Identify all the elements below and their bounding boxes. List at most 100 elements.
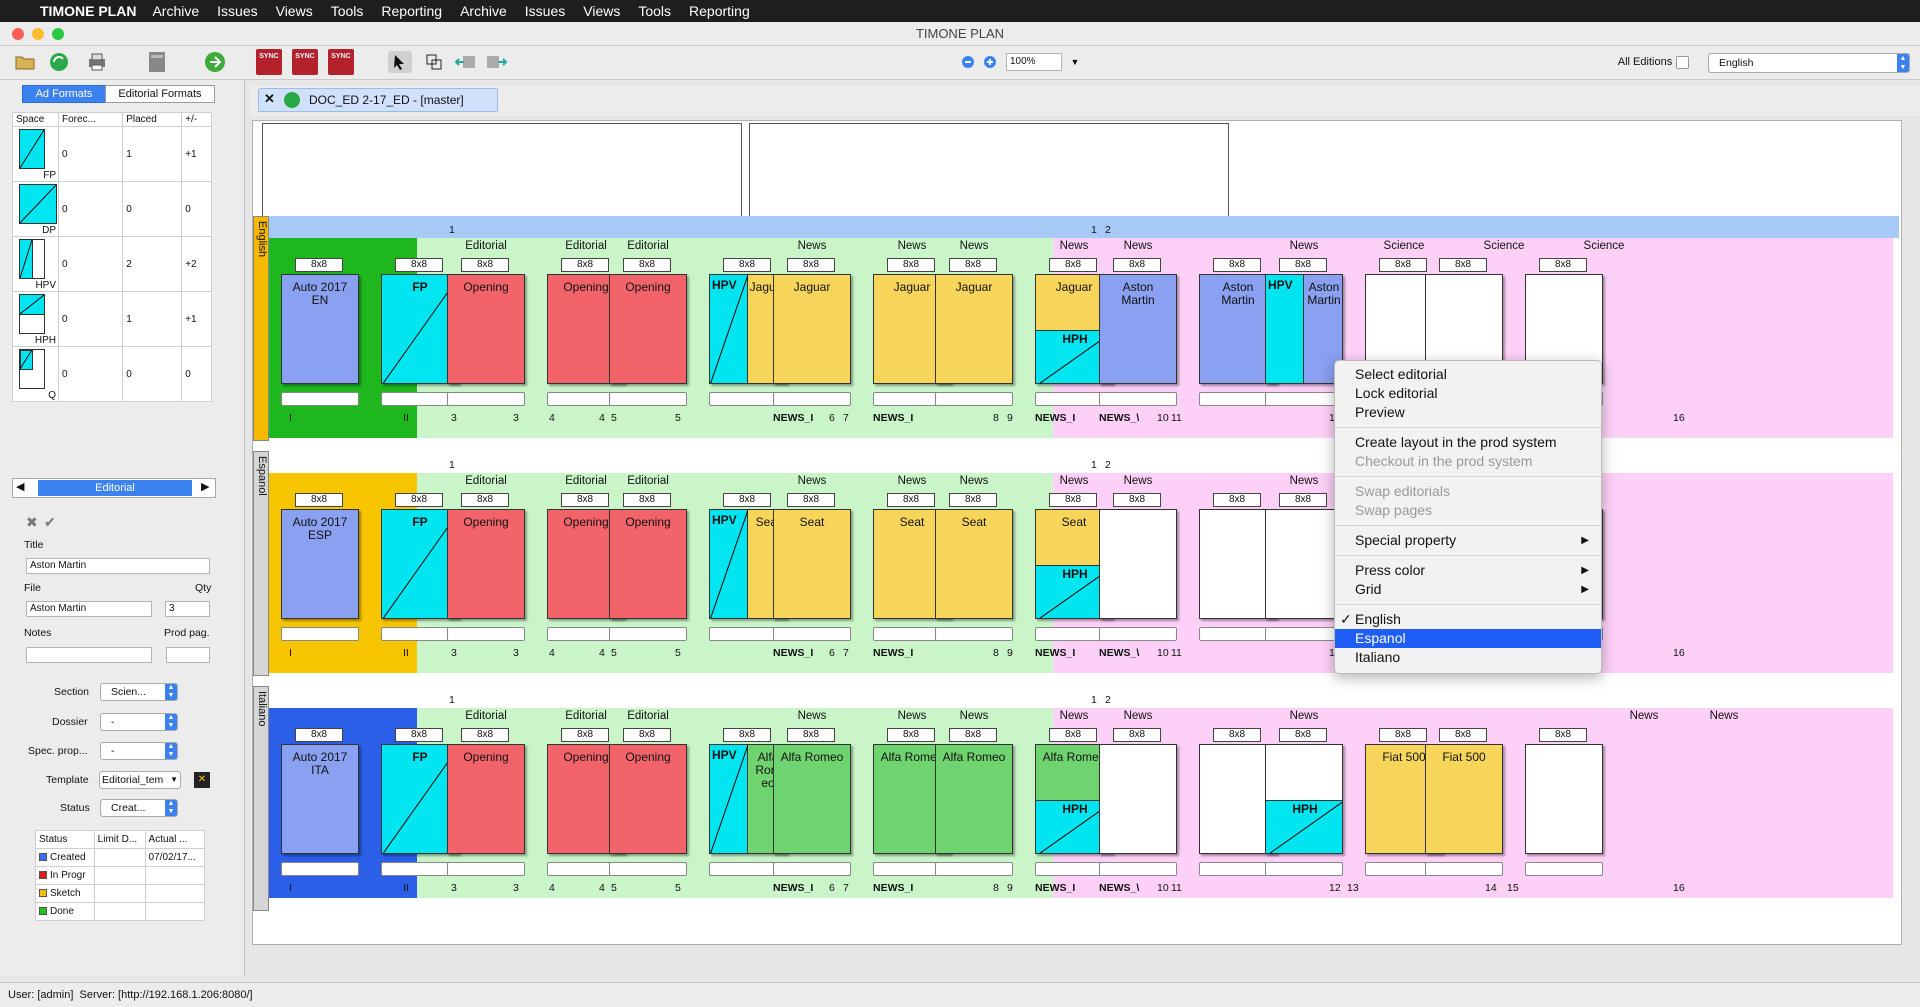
- col-forecast[interactable]: Forec...: [57, 112, 124, 127]
- zoom-window-button[interactable]: [52, 28, 64, 40]
- col-status[interactable]: Status: [35, 830, 95, 849]
- qty-field[interactable]: 3: [165, 601, 210, 617]
- move-right-icon[interactable]: [484, 51, 508, 73]
- sync-button-3[interactable]: SYNC: [328, 49, 354, 75]
- page-thumbnail[interactable]: Alfa Romeo: [935, 744, 1013, 854]
- sync-button-2[interactable]: SYNC: [292, 49, 318, 75]
- app-menu[interactable]: TIMONE PLAN: [40, 3, 137, 19]
- page-status-bar[interactable]: [1099, 392, 1177, 406]
- template-select[interactable]: Editorial_tem ▼: [99, 771, 181, 789]
- file-field[interactable]: Aston Martin: [26, 601, 152, 617]
- page-status-bar[interactable]: [1265, 392, 1343, 406]
- table-row[interactable]: In Progr: [35, 866, 206, 885]
- page-status-bar[interactable]: [609, 627, 687, 641]
- page-status-bar[interactable]: [1265, 627, 1343, 641]
- page-thumbnail[interactable]: Opening: [609, 744, 687, 854]
- page-status-bar[interactable]: [609, 392, 687, 406]
- menu-issues[interactable]: Issues: [217, 3, 258, 19]
- page-thumbnail[interactable]: [1099, 744, 1177, 854]
- refresh-icon[interactable]: [48, 51, 70, 73]
- page-status-bar[interactable]: [773, 862, 851, 876]
- table-row[interactable]: FP 0 1 +1: [12, 126, 212, 182]
- menu-lang-italiano[interactable]: Italiano: [1355, 649, 1401, 665]
- page-thumbnail[interactable]: [1099, 509, 1177, 619]
- page-status-bar[interactable]: [1099, 862, 1177, 876]
- menu-preview[interactable]: Preview: [1355, 404, 1405, 420]
- table-row[interactable]: Sketch: [35, 884, 206, 903]
- menu-issues-2[interactable]: Issues: [524, 3, 566, 19]
- copy-tool-icon[interactable]: [422, 51, 446, 73]
- prod-pag-field[interactable]: [166, 647, 210, 663]
- page-thumbnail[interactable]: FP: [381, 744, 459, 854]
- page-status-bar[interactable]: [281, 627, 359, 641]
- table-row[interactable]: HPV 0 2 +2: [12, 236, 212, 292]
- page-thumbnail[interactable]: Auto 2017 ITA: [281, 744, 359, 854]
- menu-views[interactable]: Views: [275, 3, 313, 19]
- page-thumbnail[interactable]: Opening: [609, 509, 687, 619]
- print-icon[interactable]: [86, 51, 108, 73]
- menu-tools-2[interactable]: Tools: [638, 3, 672, 19]
- menu-create-layout[interactable]: Create layout in the prod system: [1355, 434, 1557, 450]
- page-thumbnail[interactable]: Jaguar: [773, 274, 851, 384]
- page-thumbnail[interactable]: FP: [381, 509, 459, 619]
- minimize-window-button[interactable]: [32, 28, 44, 40]
- page-status-bar[interactable]: [447, 627, 525, 641]
- menu-lang-espanol[interactable]: Espanol: [1335, 629, 1601, 648]
- page-thumbnail[interactable]: Fiat 500: [1425, 744, 1503, 854]
- language-tab[interactable]: Italiano: [253, 686, 269, 911]
- page-thumbnail[interactable]: Aston Martin: [1099, 274, 1177, 384]
- template-butterfly-icon[interactable]: ✕: [194, 772, 210, 788]
- tab-ad-formats[interactable]: Ad Formats: [22, 85, 106, 103]
- pointer-tool-icon[interactable]: [388, 51, 412, 73]
- language-select[interactable]: English ▲ ▼: [1708, 53, 1910, 73]
- close-tab-icon[interactable]: ✕: [264, 91, 275, 106]
- table-row[interactable]: HPH 0 1 +1: [12, 291, 212, 347]
- page-status-bar[interactable]: [281, 862, 359, 876]
- zoom-out-icon[interactable]: [960, 51, 976, 73]
- sync-button-1[interactable]: SYNC: [256, 49, 282, 75]
- nav-next-icon[interactable]: ▶: [201, 481, 210, 493]
- language-tab[interactable]: Espanol: [253, 451, 269, 676]
- page-thumbnail[interactable]: Aston Martin: [1199, 274, 1277, 384]
- menu-grid[interactable]: Grid ▶: [1355, 581, 1589, 597]
- discard-icon[interactable]: ✖: [26, 514, 38, 530]
- server-icon[interactable]: [144, 51, 170, 73]
- zoom-field[interactable]: 100%: [1006, 53, 1062, 71]
- nav-prev-icon[interactable]: ◀: [16, 481, 25, 493]
- notes-field[interactable]: [26, 647, 152, 663]
- page-thumbnail[interactable]: Seat: [935, 509, 1013, 619]
- status-select[interactable]: Creat... ▲ ▼: [100, 799, 178, 817]
- move-left-icon[interactable]: [454, 51, 478, 73]
- dossier-select[interactable]: - ▲ ▼: [100, 713, 178, 731]
- all-editions-checkbox[interactable]: [1676, 56, 1689, 69]
- page-status-bar[interactable]: [281, 392, 359, 406]
- page-thumbnail[interactable]: FP: [381, 274, 459, 384]
- page-thumbnail[interactable]: Seat: [773, 509, 851, 619]
- page-status-bar[interactable]: [1099, 627, 1177, 641]
- page-thumbnail[interactable]: Opening: [609, 274, 687, 384]
- col-actual[interactable]: Actual ...: [144, 830, 206, 849]
- menu-archive-2[interactable]: Archive: [460, 3, 507, 19]
- page-status-bar[interactable]: [1425, 862, 1503, 876]
- page-thumbnail[interactable]: [1525, 744, 1603, 854]
- page-status-bar[interactable]: [447, 392, 525, 406]
- page-thumbnail[interactable]: Jaguar: [935, 274, 1013, 384]
- confirm-icon[interactable]: ✔: [44, 514, 56, 530]
- page-thumbnail[interactable]: Opening: [447, 744, 525, 854]
- page-thumbnail[interactable]: Auto 2017 EN: [281, 274, 359, 384]
- page-thumbnail[interactable]: Opening: [447, 509, 525, 619]
- forward-icon[interactable]: [202, 51, 228, 73]
- page-status-bar[interactable]: [1525, 862, 1603, 876]
- page-status-bar[interactable]: [935, 862, 1013, 876]
- page-thumbnail[interactable]: [1265, 509, 1343, 619]
- language-tab[interactable]: English: [253, 216, 269, 441]
- menu-select-editorial[interactable]: Select editorial: [1355, 366, 1447, 382]
- table-row[interactable]: Done: [35, 902, 206, 921]
- zoom-dropdown-icon[interactable]: ▼: [1070, 57, 1080, 67]
- page-thumbnail[interactable]: Auto 2017 ESP: [281, 509, 359, 619]
- page-status-bar[interactable]: [935, 392, 1013, 406]
- col-diff[interactable]: +/-: [181, 112, 212, 127]
- page-thumbnail[interactable]: [1199, 744, 1277, 854]
- page-thumbnail[interactable]: Opening: [447, 274, 525, 384]
